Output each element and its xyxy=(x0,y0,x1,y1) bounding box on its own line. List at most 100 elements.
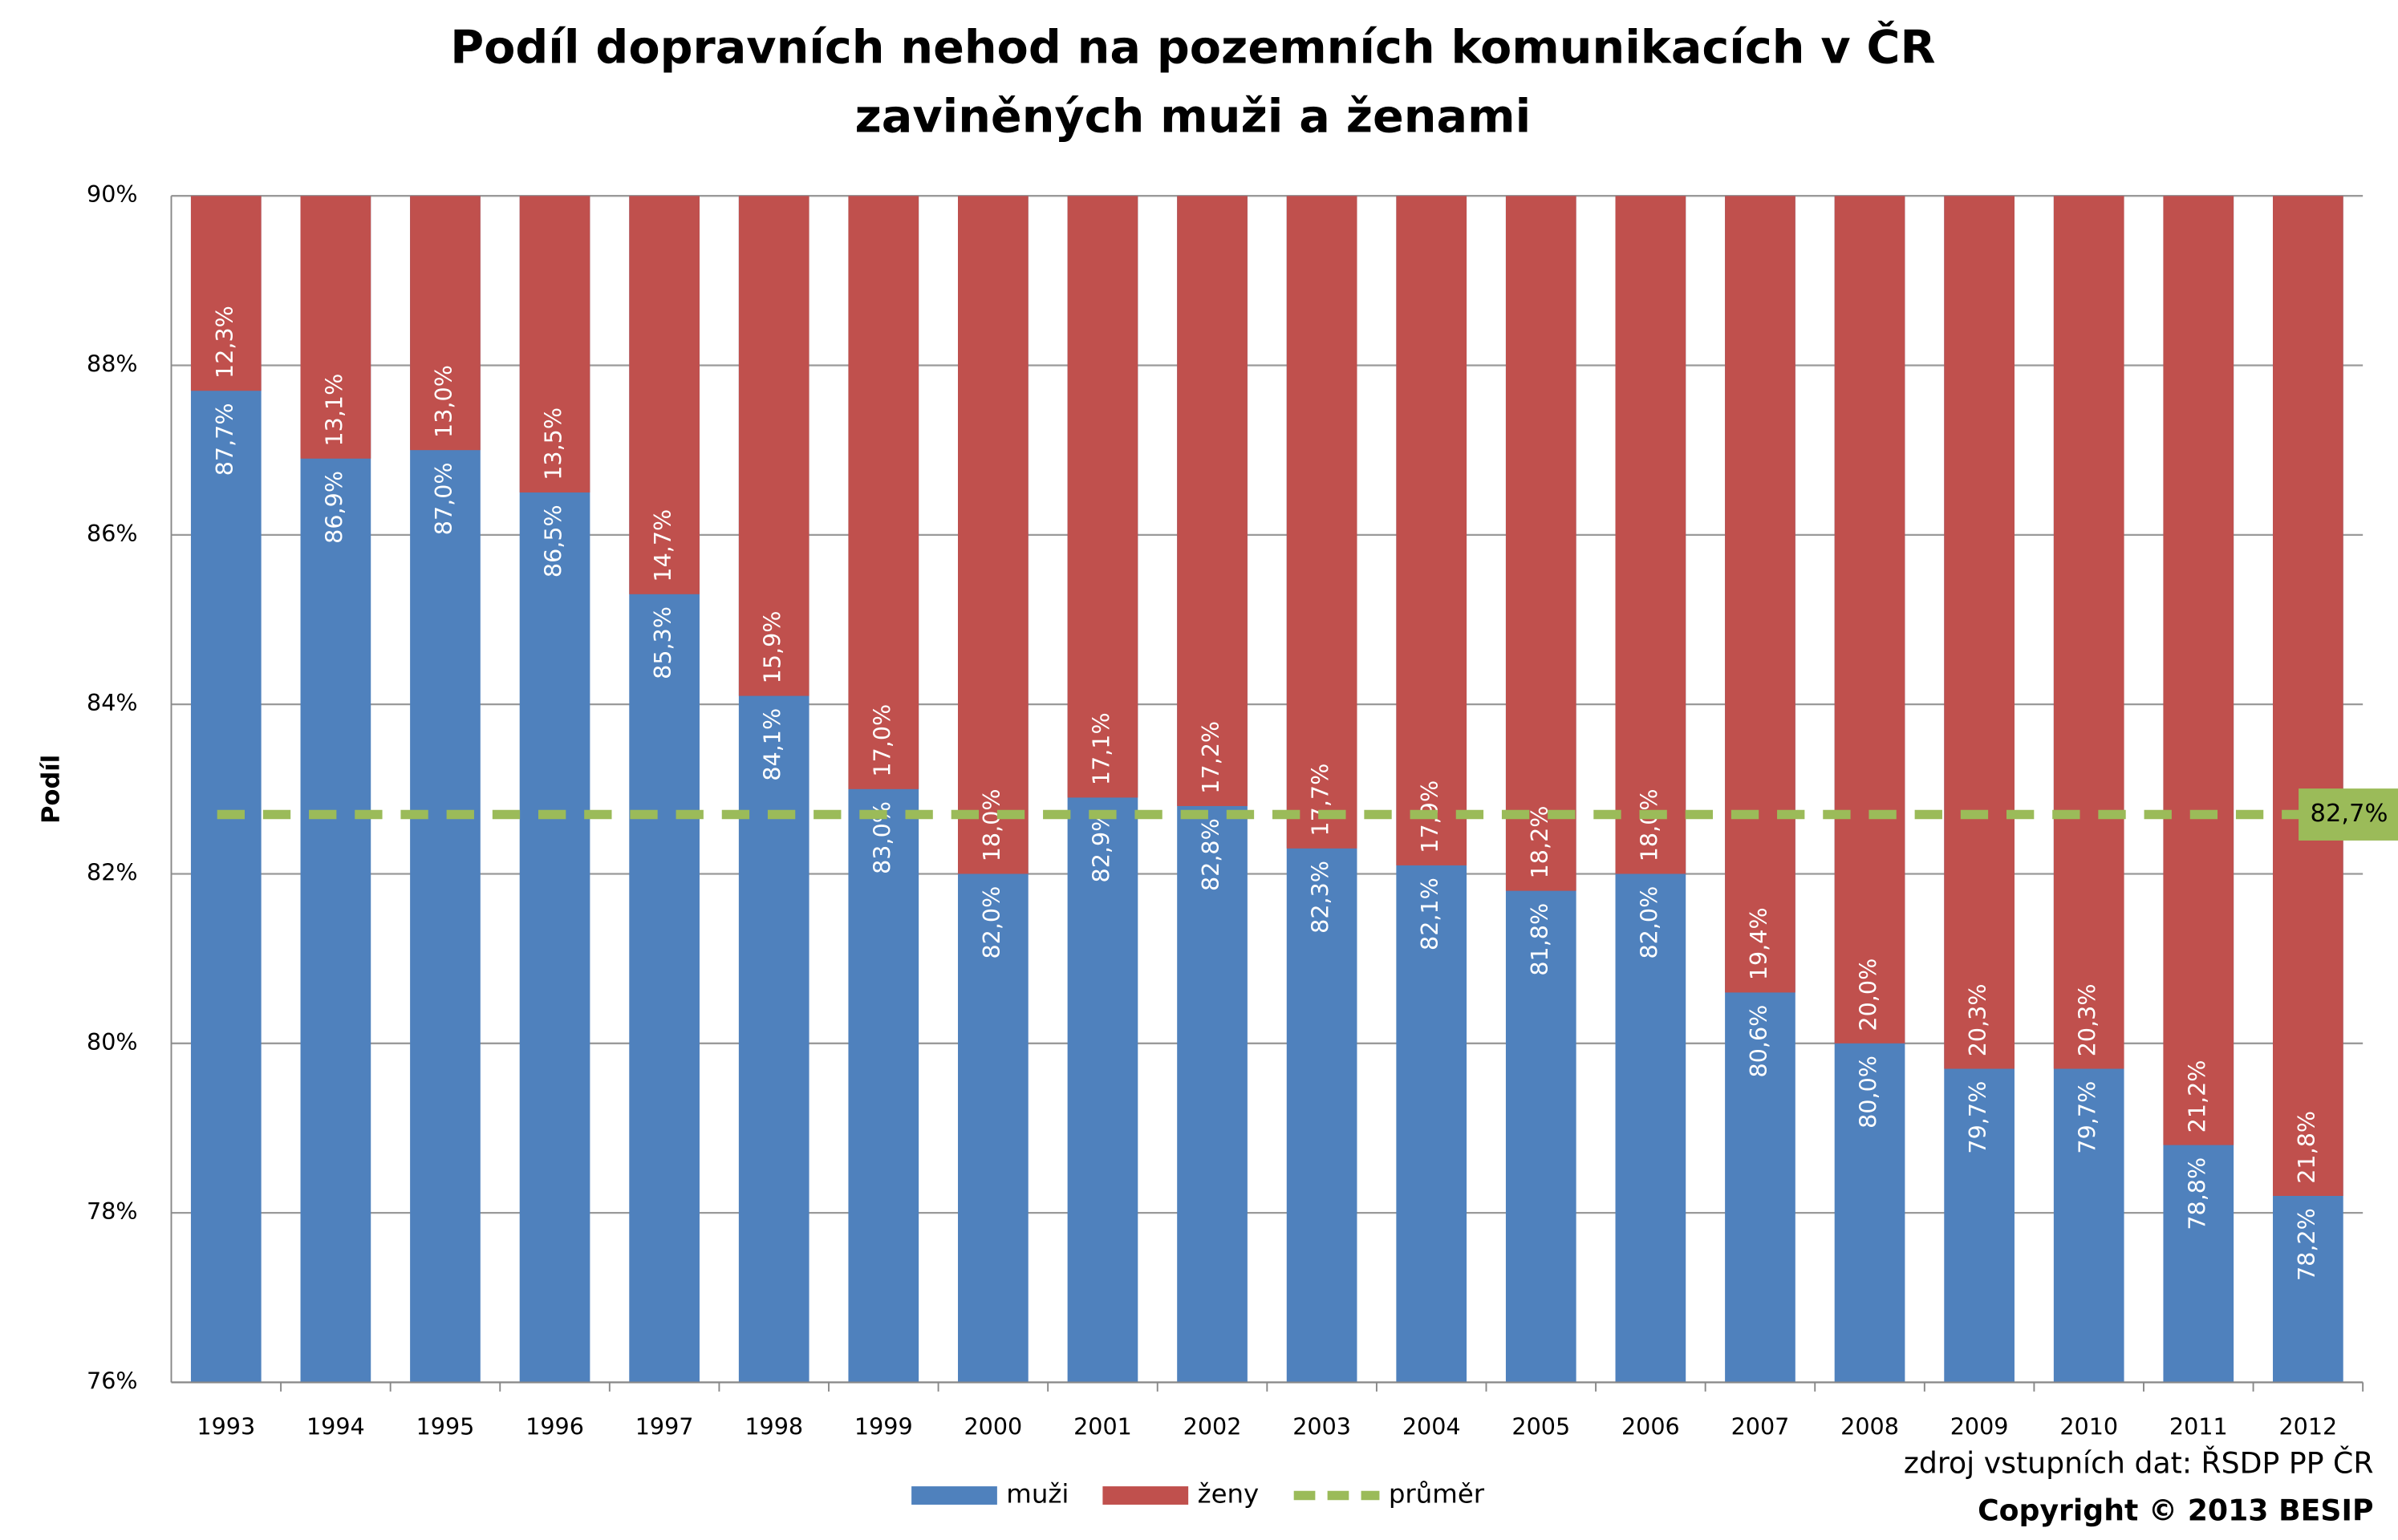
bar-women xyxy=(1944,196,2015,1069)
chart-title: Podíl dopravních nehod na pozemních komu… xyxy=(450,20,1935,75)
value-label: 80,6% xyxy=(1745,1005,1772,1078)
value-label: 87,7% xyxy=(211,403,238,476)
bar-women xyxy=(300,196,371,459)
y-tick-label: 90% xyxy=(87,180,138,208)
value-label: 79,7% xyxy=(1964,1081,1991,1154)
bar-women xyxy=(519,196,590,493)
x-tick-label: 2008 xyxy=(1840,1413,1899,1441)
bar-women xyxy=(848,196,919,789)
value-label: 17,2% xyxy=(1197,721,1224,794)
value-label: 20,0% xyxy=(1855,958,1882,1031)
x-tick-label: 1995 xyxy=(416,1413,475,1441)
bar-women xyxy=(738,196,809,696)
value-label: 87,0% xyxy=(430,462,457,535)
x-tick-label: 2011 xyxy=(2169,1413,2228,1441)
value-label: 82,9% xyxy=(1087,810,1114,883)
y-tick-label: 80% xyxy=(87,1028,138,1056)
x-tick-label: 2010 xyxy=(2059,1413,2118,1441)
bar-women xyxy=(1615,196,1686,874)
value-label: 82,8% xyxy=(1197,818,1224,891)
bar-women xyxy=(629,196,700,594)
x-tick-label: 2002 xyxy=(1183,1413,1242,1441)
bar-women xyxy=(958,196,1029,874)
bar-women xyxy=(1067,196,1138,798)
value-label: 18,0% xyxy=(978,788,1005,861)
value-label: 82,3% xyxy=(1307,861,1334,934)
chart-subtitle: zaviněných muži a ženami xyxy=(855,91,1532,144)
value-label: 78,2% xyxy=(2293,1208,2320,1281)
x-tick-label: 2003 xyxy=(1292,1413,1351,1441)
value-label: 18,0% xyxy=(1635,788,1662,861)
x-tick-label: 1994 xyxy=(306,1413,365,1441)
average-label: 82,7% xyxy=(2311,800,2388,828)
x-tick-label: 1993 xyxy=(197,1413,255,1441)
value-label: 86,9% xyxy=(320,471,347,544)
value-label: 13,1% xyxy=(320,374,347,447)
value-label: 79,7% xyxy=(2074,1081,2101,1154)
legend-swatch xyxy=(1102,1486,1189,1505)
bar-women xyxy=(190,196,262,391)
bar-women xyxy=(1396,196,1467,865)
x-tick-label: 2004 xyxy=(1402,1413,1461,1441)
copyright: Copyright © 2013 BESIP xyxy=(1978,1493,2373,1527)
x-tick-label: 2009 xyxy=(1950,1413,2009,1441)
x-tick-label: 1996 xyxy=(525,1413,584,1441)
value-label: 19,4% xyxy=(1745,907,1772,980)
bar-women xyxy=(2163,196,2234,1145)
average-label-box xyxy=(2299,788,2398,841)
value-label: 13,0% xyxy=(430,365,457,438)
source: zdroj vstupních dat: ŘSDP PP ČR xyxy=(1904,1445,2374,1480)
bar-women xyxy=(2273,196,2343,1196)
y-tick-label: 82% xyxy=(87,858,138,886)
bars xyxy=(190,196,2343,1383)
y-tick-label: 78% xyxy=(87,1198,138,1225)
x-tick-label: 2012 xyxy=(2278,1413,2337,1441)
bar-women xyxy=(2053,196,2124,1069)
y-axis-label: Podíl xyxy=(37,755,65,824)
x-tick-label: 2007 xyxy=(1731,1413,1790,1441)
bar-women xyxy=(1834,196,1905,1044)
x-tick-label: 2001 xyxy=(1073,1413,1132,1441)
value-label: 86,5% xyxy=(540,505,567,578)
value-label: 85,3% xyxy=(649,606,676,679)
value-label: 13,5% xyxy=(540,407,567,480)
value-label: 82,1% xyxy=(1416,877,1443,950)
legend-swatch xyxy=(911,1486,997,1505)
y-tick-label: 84% xyxy=(87,689,138,716)
legend-label: ženy xyxy=(1198,1479,1260,1510)
value-label: 12,3% xyxy=(211,306,238,379)
x-tick-label: 1997 xyxy=(635,1413,694,1441)
value-label: 21,8% xyxy=(2293,1111,2320,1184)
bar-women xyxy=(1286,196,1357,849)
value-label: 78,8% xyxy=(2183,1157,2210,1230)
value-label: 17,0% xyxy=(868,704,895,777)
value-label: 15,9% xyxy=(759,611,786,684)
value-label: 82,0% xyxy=(978,886,1005,959)
value-label: 17,7% xyxy=(1307,764,1334,837)
y-tick-label: 86% xyxy=(87,520,138,547)
x-tick-label: 1998 xyxy=(745,1413,803,1441)
bar-women xyxy=(1725,196,1795,993)
value-label: 21,2% xyxy=(2183,1060,2210,1133)
value-label: 81,8% xyxy=(1526,903,1553,976)
value-label: 17,1% xyxy=(1087,712,1114,785)
y-tick-label: 76% xyxy=(87,1367,138,1394)
legend-label: muži xyxy=(1006,1479,1069,1510)
value-label: 84,1% xyxy=(759,708,786,781)
x-tick-label: 2005 xyxy=(1511,1413,1570,1441)
value-label: 82,0% xyxy=(1635,886,1662,959)
bar-women xyxy=(410,196,481,451)
y-tick-label: 88% xyxy=(87,351,138,378)
x-tick-label: 1999 xyxy=(854,1413,913,1441)
bar-women xyxy=(1505,196,1576,891)
legend-label: průměr xyxy=(1389,1479,1485,1510)
bar-men xyxy=(190,196,262,1383)
x-tick-label: 2000 xyxy=(964,1413,1023,1441)
x-tick-label: 2006 xyxy=(1621,1413,1680,1441)
value-label: 80,0% xyxy=(1855,1056,1882,1129)
bar-women xyxy=(1177,196,1248,806)
value-label: 20,3% xyxy=(1964,983,1991,1056)
value-label: 14,7% xyxy=(649,509,676,582)
value-label: 20,3% xyxy=(2074,983,2101,1056)
